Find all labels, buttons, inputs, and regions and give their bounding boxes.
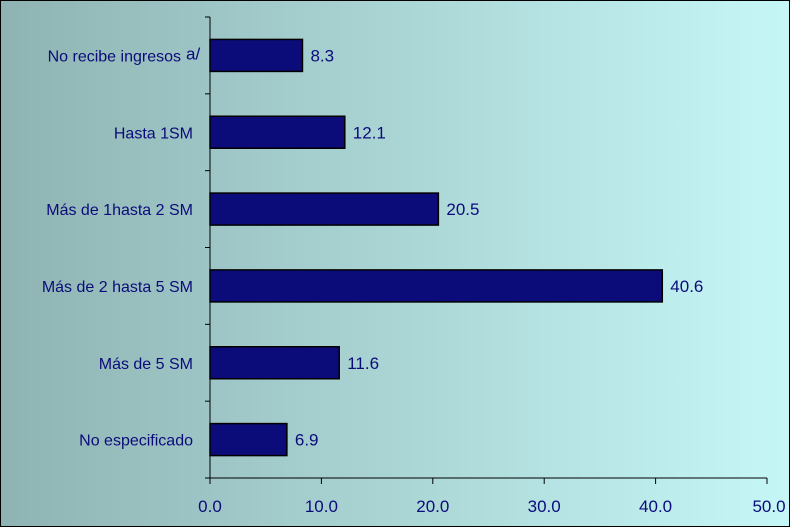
bar — [209, 115, 346, 149]
data-label: 6.9 — [295, 431, 319, 450]
data-label: 11.6 — [347, 354, 379, 373]
bar — [209, 192, 440, 226]
x-tick-label: 50.0 — [752, 497, 785, 516]
x-tick-label: 0.0 — [198, 497, 222, 516]
bar — [209, 269, 664, 303]
plot-area: 8.3 No recibe ingresos a/12.1 Hasta 1SM 20.5… — [42, 16, 786, 516]
bar — [209, 38, 304, 73]
category-label: Hasta 1SM — [114, 125, 193, 142]
x-tick-label: 40.0 — [639, 497, 672, 516]
category-label: Más de 2 hasta 5 SM — [42, 279, 193, 296]
category-note: a/ — [186, 44, 200, 63]
category-label: No recibe ingresos — [48, 48, 181, 65]
x-tick-label: 10.0 — [305, 497, 338, 516]
data-label: 40.6 — [670, 277, 703, 296]
x-tick-label: 20.0 — [416, 497, 449, 516]
data-label: 12.1 — [353, 123, 386, 142]
bar — [209, 422, 288, 457]
category-label: Más de 5 SM — [99, 356, 193, 373]
x-tick-label: 30.0 — [528, 497, 561, 516]
bar — [209, 346, 340, 380]
category-label: Más de 1hasta 2 SM — [46, 202, 193, 219]
category-label: No especificado — [79, 433, 193, 450]
data-label: 8.3 — [310, 46, 334, 65]
data-label: 20.5 — [446, 200, 479, 219]
